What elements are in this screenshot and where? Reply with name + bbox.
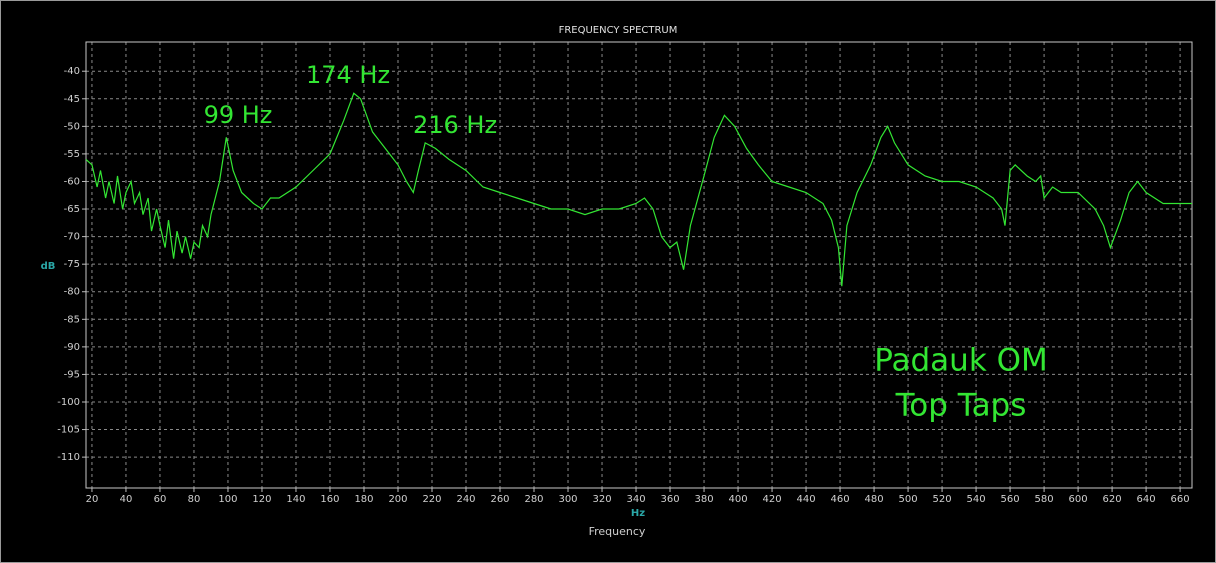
y-tick-label: -80 (64, 287, 80, 298)
x-tick-label: 400 (728, 494, 747, 505)
x-tick-label: 380 (694, 494, 713, 505)
x-tick-label: 440 (797, 494, 816, 505)
x-tick-label: 260 (490, 494, 509, 505)
y-tick-label: -90 (64, 342, 80, 353)
x-tick-label: 520 (933, 494, 952, 505)
x-tick-label: 560 (1001, 494, 1020, 505)
plot-border (85, 41, 1193, 489)
annotation: 174 Hz (306, 61, 390, 89)
x-axis-label: Frequency (589, 525, 646, 538)
y-tick-label: -110 (57, 452, 80, 463)
y-tick-label: -45 (64, 94, 80, 105)
y-tick-label: -50 (64, 121, 80, 132)
x-tick-label: 100 (218, 494, 237, 505)
annotation: Top Taps (895, 388, 1027, 424)
x-tick-label: 180 (354, 494, 373, 505)
annotation: Padauk OM (874, 343, 1048, 379)
y-tick-label: -70 (64, 232, 80, 243)
y-axis-label: dB (41, 261, 56, 272)
x-tick-label: 160 (320, 494, 339, 505)
x-tick-label: 540 (967, 494, 986, 505)
x-tick-label: 660 (1171, 494, 1190, 505)
x-tick-label: 240 (456, 494, 475, 505)
x-tick-label: 140 (286, 494, 305, 505)
x-axis-unit: Hz (631, 508, 645, 519)
x-tick-label: 360 (660, 494, 679, 505)
spectrum-line (85, 92, 1192, 287)
annotation: 99 Hz (204, 101, 273, 129)
x-tick-label: 220 (422, 494, 441, 505)
y-tick-label: -85 (64, 314, 80, 325)
y-tick-label: -65 (64, 204, 80, 215)
x-tick-label: 80 (188, 494, 201, 505)
x-tick-label: 580 (1035, 494, 1054, 505)
x-tick-label: 640 (1137, 494, 1156, 505)
y-tick-label: -55 (64, 149, 80, 160)
x-tick-label: 320 (592, 494, 611, 505)
x-tick-label: 60 (154, 494, 167, 505)
y-tick-label: -75 (64, 259, 80, 270)
y-tick-label: -105 (57, 425, 80, 436)
x-tick-label: 280 (524, 494, 543, 505)
x-tick-label: 120 (252, 494, 271, 505)
x-tick-label: 480 (865, 494, 884, 505)
x-tick-label: 460 (831, 494, 850, 505)
y-tick-label: -95 (64, 369, 80, 380)
chart-title: FREQUENCY SPECTRUM (559, 25, 678, 36)
x-tick-label: 340 (626, 494, 645, 505)
y-tick-label: -40 (64, 66, 80, 77)
x-tick-label: 300 (558, 494, 577, 505)
y-tick-label: -60 (64, 176, 80, 187)
x-tick-label: 600 (1069, 494, 1088, 505)
x-tick-label: 40 (120, 494, 133, 505)
annotation: 216 Hz (413, 111, 497, 139)
x-tick-label: 200 (388, 494, 407, 505)
y-tick-label: -100 (57, 397, 80, 408)
x-tick-label: 420 (762, 494, 781, 505)
x-tick-label: 620 (1103, 494, 1122, 505)
x-tick-label: 20 (86, 494, 99, 505)
x-tick-label: 500 (899, 494, 918, 505)
